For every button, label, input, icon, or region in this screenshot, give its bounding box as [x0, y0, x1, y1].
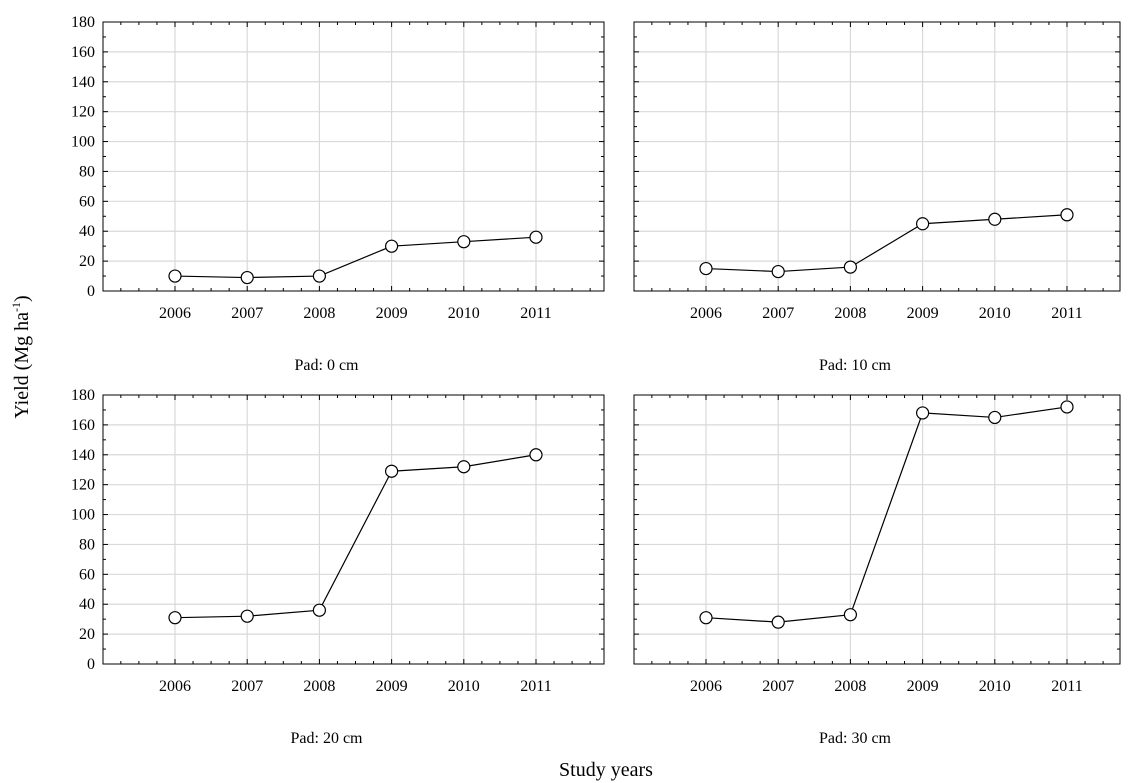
y-tick-label-160: 160	[71, 417, 95, 434]
data-point-2007	[771, 264, 785, 279]
y-tick-label-40: 40	[79, 223, 95, 240]
data-point-2011	[1060, 400, 1074, 414]
y-tick-label-0: 0	[87, 283, 95, 300]
x-tick-label-2008: 2008	[834, 678, 866, 695]
y-tick-label-20: 20	[79, 253, 95, 270]
data-point-2007	[771, 615, 785, 629]
x-tick-label-2009: 2009	[907, 305, 939, 322]
x-tick-label-2008: 2008	[303, 305, 335, 322]
x-tick-label-2011: 2011	[1051, 305, 1082, 322]
y-axis-label-close: )	[11, 295, 33, 302]
y-tick-label-100: 100	[71, 134, 95, 151]
x-tick-label-2006: 2006	[690, 678, 722, 695]
panel-1: 0 20 40 60 80 100 120 140 160 180 2006 2007 2008 2009…	[71, 14, 605, 374]
y-tick-label-120: 120	[71, 104, 95, 121]
data-point-2011	[529, 230, 543, 244]
data-point-2007	[240, 270, 254, 285]
y-tick-label-80: 80	[79, 163, 95, 180]
y-tick-label-160: 160	[71, 44, 95, 61]
y-axis-label-superscript: -1	[9, 302, 23, 312]
y-tick-label-0: 0	[87, 656, 95, 673]
x-tick-label-2010: 2010	[979, 305, 1011, 322]
data-point-2007	[240, 609, 254, 623]
y-tick-label-180: 180	[71, 14, 95, 31]
x-tick-label-2006: 2006	[159, 305, 191, 322]
y-tick-label-20: 20	[79, 626, 95, 643]
data-point-2006	[699, 611, 713, 625]
x-tick-label-2008: 2008	[834, 305, 866, 322]
panel-title: Pad: 0 cm	[295, 357, 360, 374]
y-tick-label-40: 40	[79, 596, 95, 613]
panel-3: 0 20 40 60 80 100 120 140 160 180 2006 2007 2008 2009…	[71, 387, 605, 747]
x-tick-label-2011: 2011	[520, 678, 551, 695]
data-point-2010	[457, 235, 471, 249]
x-tick-label-2006: 2006	[159, 678, 191, 695]
data-point-2010	[457, 460, 471, 474]
data-point-2006	[168, 269, 182, 283]
series-line	[705, 406, 1068, 623]
panel-4: 2006 2007 2008 2009 2010 2011 Pad: 30 cm	[633, 394, 1121, 747]
data-point-2009	[385, 464, 399, 478]
data-point-2010	[988, 212, 1002, 226]
y-tick-label-100: 100	[71, 507, 95, 524]
data-point-2006	[699, 261, 713, 276]
panel-title: Pad: 30 cm	[819, 730, 892, 747]
data-point-2008	[843, 608, 858, 622]
x-tick-label-2010: 2010	[448, 305, 480, 322]
x-tick-label-2007: 2007	[762, 305, 794, 322]
data-point-2008	[312, 603, 326, 617]
series-line	[705, 214, 1068, 273]
x-tick-label-2009: 2009	[376, 678, 408, 695]
x-tick-label-2011: 2011	[520, 305, 551, 322]
x-tick-label-2009: 2009	[907, 678, 939, 695]
y-tick-label-140: 140	[71, 74, 95, 91]
x-tick-label-2009: 2009	[376, 305, 408, 322]
x-tick-label-2006: 2006	[690, 305, 722, 322]
series-line	[174, 454, 537, 619]
data-point-2010	[988, 410, 1002, 425]
data-point-2011	[529, 448, 543, 462]
data-point-2009	[915, 406, 930, 420]
data-point-2009	[385, 239, 399, 253]
y-tick-label-180: 180	[71, 387, 95, 404]
panel-title: Pad: 20 cm	[291, 730, 364, 747]
x-tick-label-2011: 2011	[1051, 678, 1082, 695]
x-tick-label-2007: 2007	[231, 305, 263, 322]
plot-frame	[102, 394, 605, 665]
data-point-2011	[1060, 208, 1074, 222]
data-point-2008	[312, 269, 326, 283]
y-tick-label-120: 120	[71, 477, 95, 494]
y-axis-label-main: Yield (Mg ha	[11, 312, 33, 419]
plot-frame	[102, 21, 605, 292]
x-tick-label-2010: 2010	[979, 678, 1011, 695]
data-point-2008	[843, 260, 858, 274]
x-tick-label-2007: 2007	[231, 678, 263, 695]
y-tick-label-140: 140	[71, 447, 95, 464]
x-tick-label-2010: 2010	[448, 678, 480, 695]
x-axis-label: Study years	[559, 759, 653, 781]
x-tick-label-2008: 2008	[303, 678, 335, 695]
panel-2: 2006 2007 2008 2009 2010 2011 Pad: 10 cm	[633, 21, 1121, 374]
data-point-2006	[168, 611, 182, 625]
series-line	[174, 236, 537, 279]
y-axis-label: Yield (Mg ha-1)	[9, 295, 33, 418]
data-point-2009	[915, 217, 930, 231]
y-tick-label-60: 60	[79, 566, 95, 583]
x-tick-label-2007: 2007	[762, 678, 794, 695]
panel-title: Pad: 10 cm	[819, 357, 892, 374]
y-tick-label-80: 80	[79, 536, 95, 553]
y-tick-label-60: 60	[79, 193, 95, 210]
